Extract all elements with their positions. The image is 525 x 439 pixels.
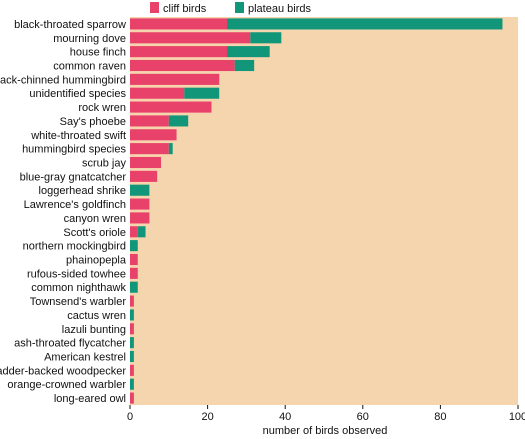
category-label: black-chinned hummingbird — [0, 74, 126, 86]
bars-group — [130, 18, 503, 404]
bar-plateau-birds — [130, 309, 134, 321]
bar-cliff-birds — [130, 295, 134, 307]
bar-plateau-birds — [130, 184, 150, 196]
x-tick-label: 40 — [279, 411, 291, 423]
bar-cliff-birds — [130, 156, 162, 169]
category-label: Townsend's warbler — [30, 296, 127, 308]
bar-plateau-birds — [234, 59, 255, 72]
bar-cliff-birds — [130, 392, 134, 404]
bar-cliff-birds — [130, 59, 235, 72]
bar-cliff-birds — [130, 226, 138, 238]
bar-cliff-birds — [130, 143, 169, 155]
category-label: Scott's oriole — [63, 227, 126, 239]
category-label: northern mockingbird — [23, 241, 126, 253]
category-label: rufous-sided towhee — [27, 268, 126, 280]
bar-cliff-birds — [130, 73, 220, 85]
category-label: orange-crowned warbler — [7, 379, 126, 391]
bar-plateau-birds — [130, 281, 138, 293]
bar-cliff-birds — [130, 170, 158, 182]
bar-plateau-birds — [130, 378, 134, 390]
legend-swatch-cliff-birds — [150, 2, 159, 13]
category-label: Say's phoebe — [60, 116, 126, 128]
category-label: loggerhead shrike — [39, 185, 126, 197]
category-labels: black-throated sparrow mourning dove house… — [0, 19, 127, 405]
category-label: common raven — [53, 61, 126, 73]
category-label: ladder-backed woodpecker — [0, 365, 126, 377]
category-label: mourning dove — [53, 33, 126, 45]
category-label: phainopepla — [66, 255, 127, 267]
bar-plateau-birds — [227, 46, 270, 58]
category-label: canyon wren — [64, 213, 126, 225]
x-tick-label: 0 — [127, 411, 133, 423]
category-label: black-throated sparrow — [14, 19, 126, 31]
bar-plateau-birds — [184, 87, 220, 99]
x-tick-label: 60 — [357, 411, 369, 423]
bar-cliff-birds — [130, 364, 134, 376]
bar-plateau-birds — [168, 115, 189, 127]
x-tick-label: 20 — [201, 411, 213, 423]
bar-plateau-birds — [130, 350, 134, 363]
category-label: rock wren — [78, 102, 126, 114]
bar-plateau-birds — [137, 226, 146, 238]
category-label: Lawrence's goldfinch — [24, 199, 126, 211]
bar-plateau-birds — [168, 143, 173, 155]
bar-plateau-birds — [227, 18, 503, 30]
bar-cliff-birds — [130, 212, 150, 224]
category-label: American kestrel — [44, 352, 126, 364]
bar-cliff-birds — [130, 253, 138, 266]
category-label: white-throated swift — [30, 130, 126, 142]
bar-cliff-birds — [130, 101, 212, 113]
category-label: blue-gray gnatcatcher — [20, 171, 127, 183]
bar-cliff-birds — [130, 323, 134, 335]
bar-plateau-birds — [130, 240, 138, 252]
bar-plateau-birds — [130, 337, 134, 349]
category-label: common nighthawk — [31, 282, 126, 294]
category-label: cactus wren — [67, 310, 126, 322]
bar-cliff-birds — [130, 198, 150, 210]
bar-cliff-birds — [130, 129, 177, 141]
category-label: unidentified species — [29, 88, 126, 100]
x-tick-label: 80 — [434, 411, 446, 423]
legend: cliff birds plateau birds — [150, 2, 311, 15]
category-label: hummingbird species — [22, 144, 126, 156]
legend-swatch-plateau-birds — [235, 2, 244, 13]
x-tick-label: 100 — [509, 411, 525, 423]
category-label: long-eared owl — [54, 393, 126, 405]
legend-label-plateau-birds: plateau birds — [248, 3, 311, 15]
x-axis: 0 20 40 60 80 100 — [127, 405, 525, 423]
bar-cliff-birds — [130, 46, 227, 58]
x-axis-title: number of birds observed — [263, 425, 388, 437]
bar-cliff-birds — [130, 267, 138, 279]
bar-cliff-birds — [130, 87, 185, 99]
bar-cliff-birds — [130, 32, 251, 44]
legend-label-cliff-birds: cliff birds — [163, 3, 207, 15]
bar-plateau-birds — [250, 32, 282, 44]
bar-cliff-birds — [130, 18, 227, 30]
bar-cliff-birds — [130, 115, 169, 127]
category-label: scrub jay — [82, 158, 127, 170]
category-label: ash-throated flycatcher — [14, 338, 126, 350]
category-label: house finch — [70, 47, 126, 59]
category-label: lazuli bunting — [62, 324, 126, 336]
